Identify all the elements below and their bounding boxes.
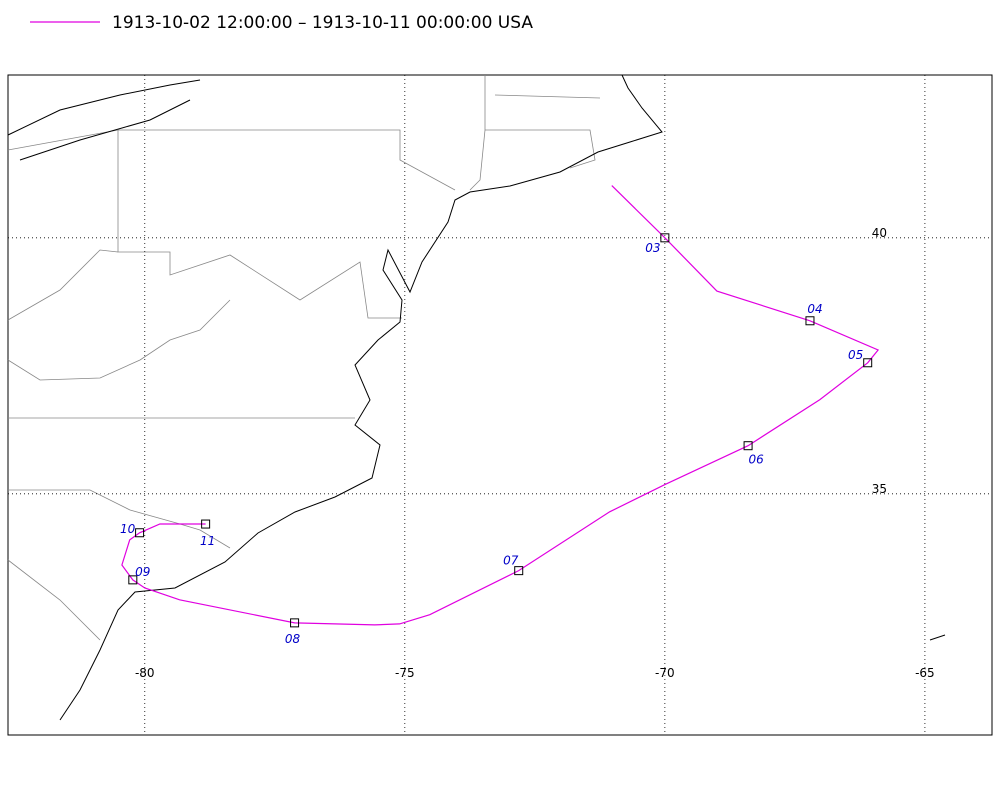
border xyxy=(118,129,456,191)
x-tick-label: -80 xyxy=(135,666,155,680)
day-marker xyxy=(805,316,815,326)
x-tick-label: -70 xyxy=(655,666,675,680)
day-marker xyxy=(135,528,145,538)
y-tick-label: 40 xyxy=(872,226,887,240)
day-label: 11 xyxy=(200,534,215,548)
border xyxy=(469,75,486,191)
x-tick-label: -65 xyxy=(915,666,935,680)
border xyxy=(7,249,119,321)
border xyxy=(7,299,231,381)
day-label: 03 xyxy=(645,241,660,255)
ticks: -80 -75 -70 -65 35 40 xyxy=(135,226,935,680)
day-label: 08 xyxy=(285,632,301,646)
border xyxy=(8,489,231,549)
day-marker xyxy=(863,358,873,368)
coastline xyxy=(7,74,946,721)
border xyxy=(117,130,402,319)
day-label: 06 xyxy=(748,453,764,467)
map-frame xyxy=(7,74,993,736)
day-marker xyxy=(660,233,670,243)
island xyxy=(929,634,946,641)
day-marker xyxy=(128,575,138,585)
day-label: 05 xyxy=(848,348,863,362)
coast-line xyxy=(59,74,663,721)
border xyxy=(485,129,596,169)
lake-shore xyxy=(7,79,201,136)
day-label: 10 xyxy=(120,522,136,536)
track: 03 04 05 06 07 08 09 10 11 xyxy=(120,185,880,646)
lake-shore xyxy=(19,99,191,161)
track-line xyxy=(121,185,880,626)
state-borders xyxy=(7,75,601,641)
day-label: 07 xyxy=(503,554,519,568)
day-label: 04 xyxy=(807,302,822,316)
legend-text: 1913-10-02 12:00:00 – 1913-10-11 00:00:0… xyxy=(112,13,533,33)
x-tick-label: -75 xyxy=(395,666,415,680)
day-label: 09 xyxy=(135,565,150,579)
y-tick-label: 35 xyxy=(872,482,887,496)
grid xyxy=(8,75,992,735)
border xyxy=(7,129,119,151)
day-marker xyxy=(290,618,300,628)
border xyxy=(7,559,101,641)
day-marker xyxy=(201,519,211,529)
day-marker xyxy=(514,566,524,576)
day-marker xyxy=(743,441,753,451)
border xyxy=(494,94,601,99)
